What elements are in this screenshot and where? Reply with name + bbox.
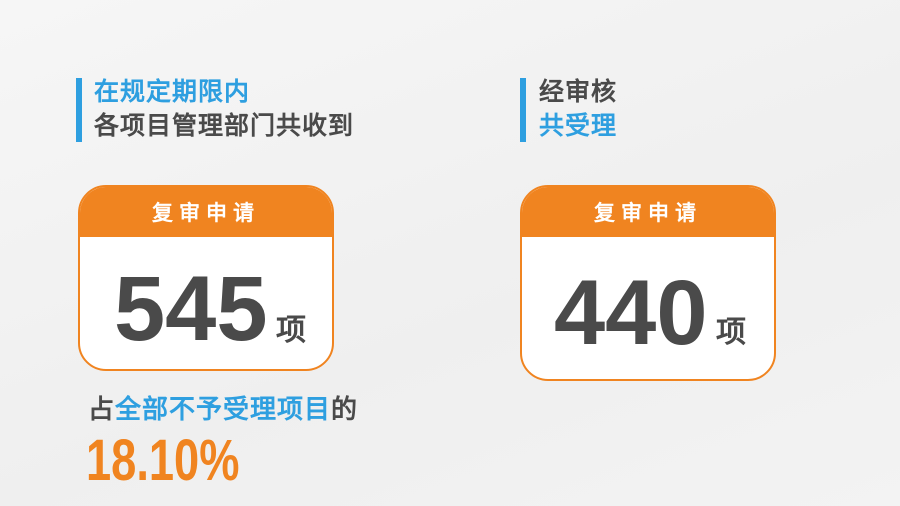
left-accent-bar [76,78,82,142]
share-prefix: 占 [88,395,116,425]
share-caption: 占全部不予受理项目的 [88,395,358,425]
card-unit: 项 [716,315,746,350]
card-value: 545 [114,258,268,360]
left-heading-line1: 在规定期限内 [94,77,251,106]
left-heading-line2: 各项目管理部门共收到 [94,111,355,140]
card-header: 复审申请 [80,187,332,237]
share-suffix: 的 [331,395,359,425]
right-stat-card: 复审申请 440 项 [520,185,776,381]
card-header: 复审申请 [522,187,774,237]
share-highlight: 全部不予受理项目 [115,395,332,425]
right-heading-line2: 共受理 [539,111,618,140]
share-percent: 18.10% [86,428,240,493]
card-unit: 项 [276,313,306,348]
right-accent-bar [520,78,526,142]
right-heading-line1: 经审核 [539,77,618,106]
left-stat-card: 复审申请 545 项 [78,185,334,371]
card-value: 440 [554,262,708,364]
